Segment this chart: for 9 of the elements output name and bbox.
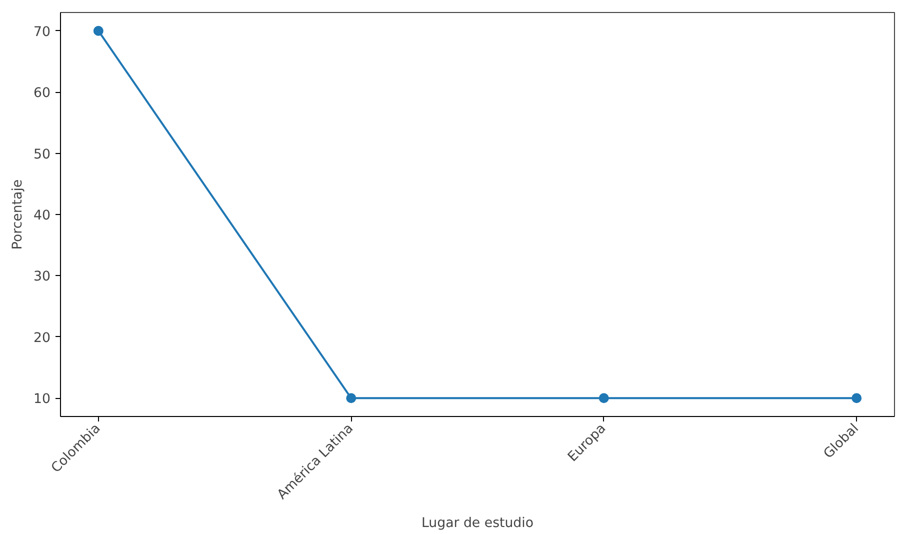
y-axis-title: Porcentaje	[10, 179, 26, 250]
x-axis-title: Lugar de estudio	[421, 516, 534, 532]
y-tick-label: 70	[34, 24, 51, 40]
y-tick-label: 30	[34, 270, 51, 285]
y-tick-label: 20	[34, 330, 51, 346]
y-tick-label: 60	[34, 86, 51, 102]
y-tick-label: 10	[34, 392, 51, 408]
y-tick-label: 40	[34, 208, 51, 224]
y-tick-label: 50	[34, 147, 51, 162]
